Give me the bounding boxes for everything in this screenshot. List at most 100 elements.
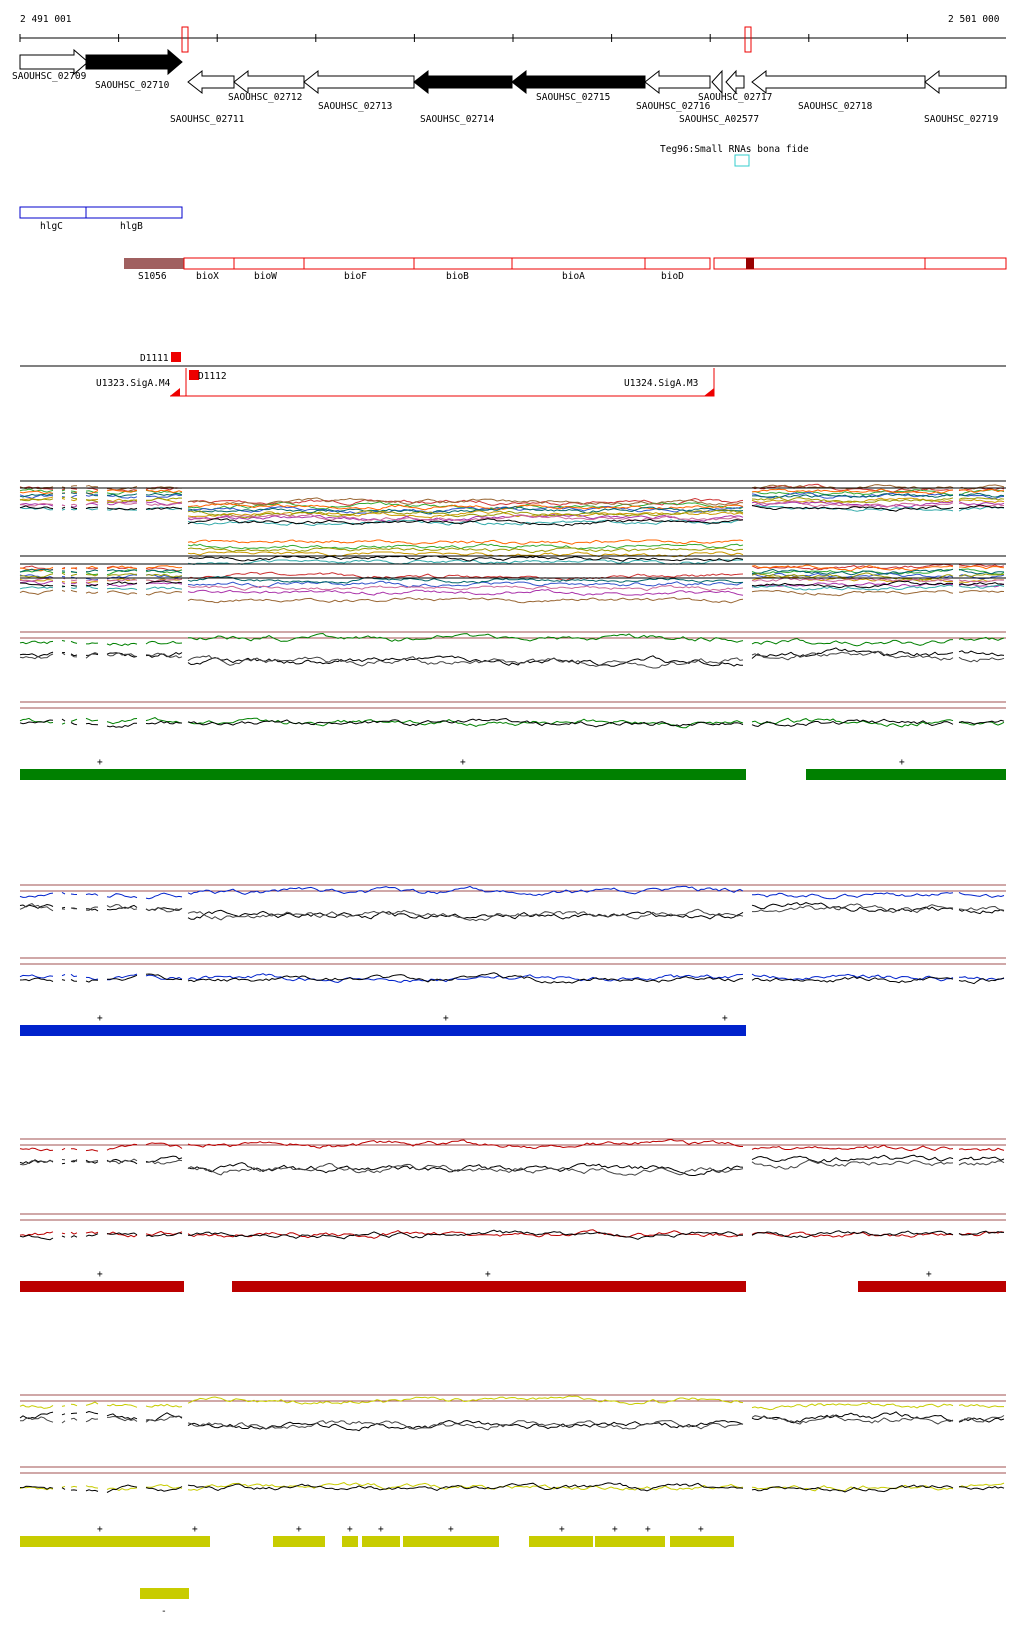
promoter-D1111-marker[interactable] — [171, 352, 181, 362]
condition-signal-line — [19, 717, 1005, 729]
operon-gene-label-bioF: bioF — [344, 271, 367, 282]
operon-gene-extra-2[interactable] — [924, 257, 1007, 270]
segment-bar-red-2[interactable] — [232, 1281, 746, 1292]
plus-marker: + — [378, 1524, 384, 1535]
gene-label-02716: SAOUHSC_02716 — [636, 101, 711, 112]
plus-marker: + — [448, 1524, 454, 1535]
alt-gene-track: hlgC hlgB — [19, 206, 183, 232]
condition-signal-line-black — [19, 1410, 1005, 1432]
minus-marker: - — [161, 1606, 167, 1617]
ruler-highlight-left — [181, 26, 189, 53]
segment-bar-yellow-minus[interactable] — [140, 1588, 189, 1599]
operon-gene-bioA[interactable] — [511, 257, 646, 270]
gene-arrow-02711[interactable] — [187, 69, 235, 95]
alt-gene-hlgB[interactable] — [85, 206, 183, 219]
plus-marker: + — [559, 1524, 565, 1535]
segment-bar-yellow-3[interactable] — [342, 1536, 358, 1547]
condition-signal-line — [19, 1395, 1004, 1411]
condition-signal-line-black — [19, 1158, 1005, 1176]
gene-track: SAOUHSC_02709 SAOUHSC_02710 SAOUHSC_0271… — [12, 48, 1007, 125]
operon-feature-label: S1056 — [138, 271, 167, 282]
gene-arrow-02718[interactable] — [751, 69, 926, 95]
plus-marker: + — [296, 1524, 302, 1535]
segment-bar-green-2[interactable] — [806, 769, 1006, 780]
gene-label-02711: SAOUHSC_02711 — [170, 114, 245, 125]
probe-signal-line-bottom — [19, 551, 1005, 584]
gene-arrow-02717[interactable] — [725, 69, 745, 95]
plus-marker: + — [97, 1269, 103, 1280]
plus-marker: + — [460, 757, 466, 768]
gene-arrow-02709[interactable] — [19, 48, 89, 76]
ruler-end-label: 2 501 000 — [948, 14, 1000, 25]
operon-gene-bioD[interactable] — [644, 257, 711, 270]
plus-marker: + — [97, 757, 103, 768]
gene-arrow-02710[interactable] — [85, 48, 183, 76]
segment-bar-green-1[interactable] — [20, 769, 746, 780]
segment-bar-yellow-5[interactable] — [403, 1536, 499, 1547]
plus-marker: + — [443, 1013, 449, 1024]
operon-gene-bioW[interactable] — [233, 257, 305, 270]
segment-bar-yellow-1[interactable] — [20, 1536, 210, 1547]
gene-label-02718: SAOUHSC_02718 — [798, 101, 873, 112]
operon-gene-bioF[interactable] — [303, 257, 415, 270]
alt-gene-hlgC[interactable] — [19, 206, 87, 219]
gene-arrow-A02577[interactable] — [711, 69, 723, 95]
segment-bars — [20, 769, 1006, 1599]
operon-feature-S1056[interactable] — [124, 258, 184, 269]
plus-marker: + — [722, 1013, 728, 1024]
segment-bar-yellow-2[interactable] — [273, 1536, 325, 1547]
gene-arrow-02715[interactable] — [511, 69, 646, 95]
condition-signal-line — [19, 1138, 1005, 1152]
operon-gene-label-bioA: bioA — [562, 271, 585, 282]
plus-marker: + — [612, 1524, 618, 1535]
alt-gene-label-hlgB: hlgB — [120, 221, 143, 232]
condition-signal-line — [19, 1482, 1005, 1492]
operon-gene-bioB[interactable] — [413, 257, 513, 270]
condition-signal-line-black — [19, 717, 1005, 728]
srna-label: Teg96:Small RNAs bona fide — [660, 144, 809, 155]
srna-feature[interactable] — [734, 154, 750, 167]
operon-gene-bioX[interactable] — [183, 257, 235, 270]
operon-gene-label-bioB: bioB — [446, 271, 469, 282]
condition-signal-line — [19, 885, 1005, 900]
segment-bar-yellow-7[interactable] — [595, 1536, 665, 1547]
segment-bar-yellow-6[interactable] — [529, 1536, 593, 1547]
plus-marker: + — [645, 1524, 651, 1535]
probe-signal-line-top — [19, 492, 1005, 515]
gene-arrow-02713[interactable] — [303, 69, 415, 95]
condition-signal-line-black — [19, 972, 1005, 985]
promoter-label-D1111: D1111 — [140, 353, 169, 364]
promoter-D1112-marker[interactable] — [189, 370, 199, 380]
plus-marker: + — [485, 1269, 491, 1280]
plus-marker: + — [698, 1524, 704, 1535]
promoter-label-U1324: U1324.SigA.M3 — [624, 378, 698, 389]
segment-bar-blue-1[interactable] — [20, 1025, 746, 1036]
segment-bar-red-1[interactable] — [20, 1281, 184, 1292]
ruler-ticks — [19, 34, 908, 42]
condition-signal-line-black — [19, 903, 1005, 922]
promoter-label-U1323: U1323.SigA.M4 — [96, 378, 171, 389]
promoter-label-D1112: D1112 — [198, 371, 227, 382]
coordinate-ruler: 2 491 001 2 501 000 — [19, 14, 1006, 53]
segment-bar-yellow-4[interactable] — [362, 1536, 400, 1547]
transcript-arrow-right — [704, 388, 714, 396]
condition-signal-line — [19, 1229, 1005, 1239]
operon-gene-extra-1[interactable] — [713, 257, 926, 270]
condition-signal-line-black — [19, 1482, 1005, 1493]
gene-label-02709: SAOUHSC_02709 — [12, 71, 87, 82]
plus-marker: + — [899, 757, 905, 768]
gene-label-02712: SAOUHSC_02712 — [228, 92, 302, 103]
gene-arrow-02714[interactable] — [413, 69, 513, 95]
gene-label-02719: SAOUHSC_02719 — [924, 114, 999, 125]
probe-signal-line-top — [19, 496, 1005, 519]
gene-arrow-02719[interactable] — [924, 69, 1007, 95]
gene-label-02710: SAOUHSC_02710 — [95, 80, 170, 91]
gene-arrow-02716[interactable] — [644, 69, 711, 95]
segment-bar-yellow-8[interactable] — [670, 1536, 734, 1547]
promoter-track: D1111 D1112 U1323.SigA.M4 U1324.SigA.M3 — [20, 352, 1006, 397]
gene-arrow-02712[interactable] — [233, 69, 305, 95]
probe-signal-line-top — [19, 504, 1005, 527]
segment-bar-red-3[interactable] — [858, 1281, 1006, 1292]
plus-marker: + — [97, 1013, 103, 1024]
condition-signal-line-black — [19, 902, 1005, 920]
